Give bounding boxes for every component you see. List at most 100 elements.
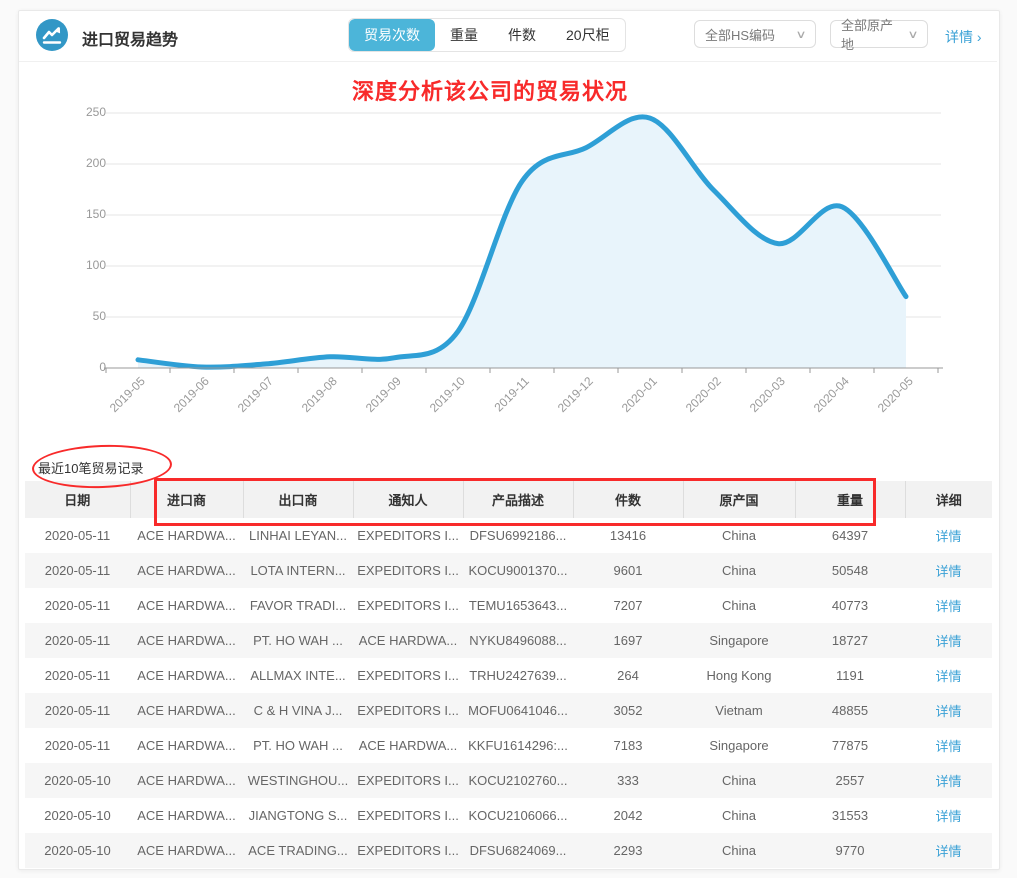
detail-link[interactable]: 详情 [935,739,962,754]
table-cell: EXPEDITORS I... [357,808,459,823]
detail-link[interactable]: 详情 [935,669,962,684]
table-cell: KOCU9001370... [468,563,568,578]
table-cell: 2020-05-11 [44,703,111,718]
table-cell: ACE HARDWA... [137,843,236,858]
table-cell: 13416 [609,528,647,543]
table-cell: 7183 [613,738,643,753]
table-cell: 2020-05-11 [44,668,111,683]
table-cell: ACE HARDWA... [137,528,236,543]
table-cell: FAVOR TRADI... [249,598,347,613]
table-cell: 40773 [831,598,869,613]
table-cell: ACE HARDWA... [137,633,236,648]
table-cell: KOCU2106066... [468,808,568,823]
detail-link[interactable]: 详情 [935,704,962,719]
y-axis-label: 50 [92,309,106,323]
table-cell: 64397 [831,528,869,543]
table-cell: EXPEDITORS I... [357,703,459,718]
table-row: 2020-05-11 ACE HARDWA... C & H VINA J... EX… [25,693,992,728]
hs-code-dropdown[interactable]: 全部HS编码 ∨ [694,20,816,48]
table-cell: LINHAI LEYAN... [248,528,347,543]
detail-link[interactable]: 详情 [935,634,962,649]
table-cell: Singapore [709,633,769,648]
table-cell: KKFU1614296:... [468,738,568,753]
table-cell: KOCU2102760... [468,773,568,788]
table-cell: China [722,808,756,823]
table-cell: ALLMAX INTE... [250,668,346,683]
table-cell: ACE HARDWA... [137,773,236,788]
trade-records-table: 日期 进口商 出口商 通知人 产品描述 件数 原产国 重量 详细 2020-05-11 ACE HA… [25,481,992,868]
trend-line [135,114,909,370]
table-cell: ACE TRADING... [248,843,348,858]
column-header: 日期 [25,481,131,518]
table-cell: 2020-05-10 [44,773,111,788]
column-header: 产品描述 [463,481,574,518]
table-cell: JIANGTONG S... [248,808,348,823]
table-cell: EXPEDITORS I... [357,563,459,578]
table-cell: PT. HO WAH ... [253,738,343,753]
origin-dropdown[interactable]: 全部原产地 ∨ [830,18,928,52]
tab-20ft-container[interactable]: 20尺柜 [566,27,610,43]
detail-link[interactable]: 详情 [935,774,962,789]
origin-dropdown-value: 全部原产地 [841,18,894,52]
y-axis-label: 150 [85,207,106,221]
trade-trend-card [18,10,1000,870]
page-title: 进口贸易趋势 [82,32,179,49]
table-cell: 2557 [835,773,865,788]
table-cell: 1697 [613,633,643,648]
table-cell: 2020-05-11 [44,598,111,613]
y-axis-label: 200 [85,156,106,170]
table-row: 2020-05-10 ACE HARDWA... WESTINGHOU... EXPE… [25,763,992,798]
table-cell: 264 [617,668,639,683]
table-cell: NYKU8496088... [469,633,567,648]
table-cell: 7207 [613,598,643,613]
table-cell: 2020-05-11 [44,633,111,648]
tab-weight[interactable]: 重量 [450,27,478,43]
table-cell: Hong Kong [706,668,772,683]
table-cell: C & H VINA J... [253,703,343,718]
table-cell: WESTINGHOU... [247,773,349,788]
table-cell: 1191 [836,668,864,683]
y-axis-label: 0 [99,360,106,374]
table-cell: ACE HARDWA... [137,808,236,823]
column-header: 重量 [795,481,906,518]
table-cell: China [722,563,756,578]
table-row: 2020-05-11 ACE HARDWA... ALLMAX INTE... EXP… [25,658,992,693]
table-cell: 31553 [831,808,869,823]
table-cell: China [722,773,756,788]
table-cell: ACE HARDWA... [137,598,236,613]
table-cell: Vietnam [715,703,763,718]
trend-chart-icon [36,19,68,51]
chevron-down-icon: ∨ [907,28,919,41]
table-cell: TRHU2427639... [469,668,567,683]
column-header: 原产国 [683,481,796,518]
tab-pieces[interactable]: 件数 [508,27,536,43]
table-cell: Singapore [709,738,769,753]
column-header: 件数 [573,481,684,518]
table-cell: 2020-05-10 [44,843,111,858]
table-cell: LOTA INTERN... [250,563,346,578]
table-cell: China [722,528,756,543]
table-cell: 333 [617,773,639,788]
y-axis-label: 250 [85,105,106,119]
column-header: 出口商 [243,481,354,518]
detail-link[interactable]: 详情 [935,844,962,859]
trend-area-chart [104,112,943,373]
detail-link[interactable]: 详情 [935,529,962,544]
tab-trade-count[interactable]: 贸易次数 [349,19,435,51]
table-row: 2020-05-10 ACE HARDWA... ACE TRADING... EXP… [25,833,992,868]
table-cell: MOFU0641046... [468,703,568,718]
table-cell: 18727 [831,633,869,648]
table-cell: 2020-05-10 [44,808,111,823]
metric-tabs: 贸易次数 重量 件数 20尺柜 [348,18,626,52]
table-cell: China [722,598,756,613]
detail-link[interactable]: 详情 [935,564,962,579]
detail-link[interactable]: 详情 [935,599,962,614]
table-cell: 50548 [831,563,869,578]
table-header-row: 日期 进口商 出口商 通知人 产品描述 件数 原产国 重量 详细 [25,481,992,518]
table-cell: TEMU1653643... [468,598,568,613]
detail-link[interactable]: 详情 [935,809,962,824]
details-link[interactable]: 详情 › [945,29,982,45]
column-header: 进口商 [130,481,244,518]
table-cell: 9770 [835,843,865,858]
